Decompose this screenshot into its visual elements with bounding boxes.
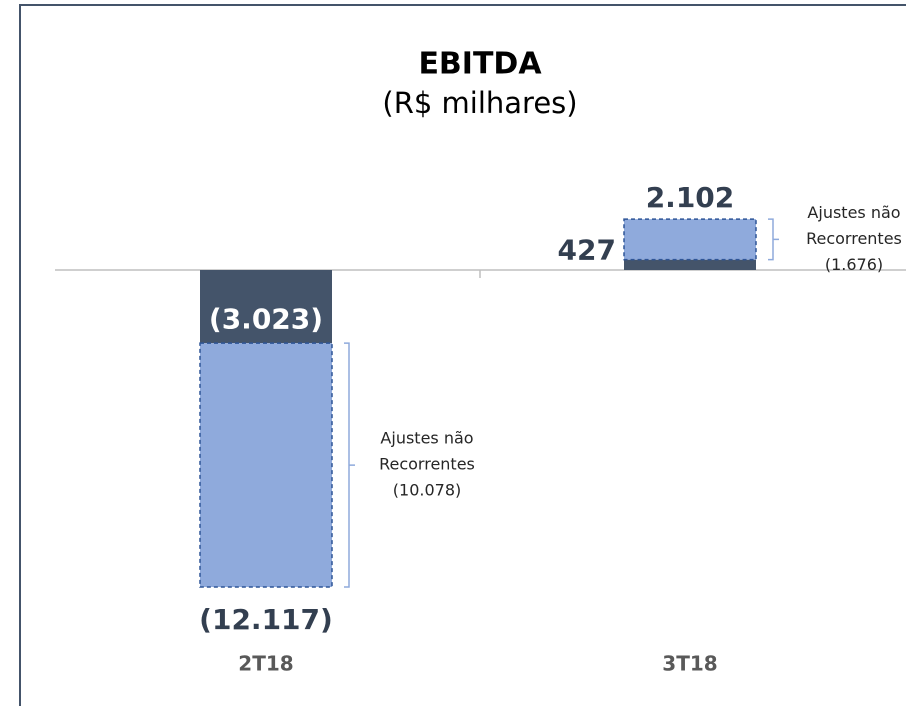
data-label: (3.023) — [209, 303, 323, 336]
chart-title: EBITDA — [418, 47, 542, 82]
frame — [19, 4, 906, 706]
total-label: (12.117) — [199, 603, 333, 636]
bar-segment — [624, 259, 756, 270]
bar-segment — [623, 218, 757, 261]
bracket — [344, 342, 355, 588]
bracket — [768, 218, 779, 261]
data-label: 427 — [558, 234, 616, 267]
annotation: Ajustes não — [807, 203, 900, 222]
x-tick-label: 3T18 — [662, 652, 717, 676]
annotation: (10.078) — [393, 481, 461, 500]
annotation: Ajustes não — [380, 429, 473, 448]
bar-segment — [199, 342, 333, 588]
annotation: Recorrentes — [806, 229, 902, 248]
bar-segment — [200, 270, 332, 344]
total-label: 2.102 — [646, 181, 735, 214]
annotation: Recorrentes — [379, 455, 475, 474]
chart-subtitle: (R$ milhares) — [382, 86, 577, 120]
annotation: (1.676) — [825, 255, 883, 274]
x-tick-label: 2T18 — [238, 652, 293, 676]
